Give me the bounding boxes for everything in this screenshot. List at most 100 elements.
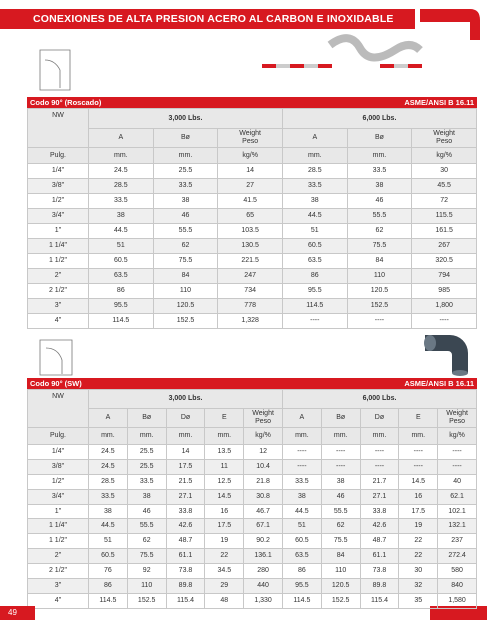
cell: 110: [126, 578, 167, 594]
cell: 84: [320, 548, 361, 565]
unit-cell: mm.: [152, 147, 219, 164]
cell: 25.5: [126, 458, 167, 475]
unit-cell: mm.: [204, 427, 245, 445]
cell: 75.5: [346, 238, 413, 254]
cell: 24.5: [88, 444, 128, 460]
column-header: Weight Peso: [243, 408, 283, 428]
header-row: NW 3,000 Lbs. 6,000 Lbs.: [27, 389, 478, 428]
cell: 130.5: [217, 238, 283, 254]
column-header: Dø: [359, 408, 400, 428]
cell: 62: [126, 533, 167, 550]
cell: 29: [204, 578, 245, 594]
cell: ----: [398, 444, 439, 460]
cell: 132.1: [437, 518, 477, 535]
cell: 28.5: [281, 163, 348, 179]
cell: 33.8: [165, 503, 206, 520]
cell: 734: [217, 283, 283, 299]
size-cell: 1/2": [27, 193, 89, 209]
data-row: 1 1/4" 44.5 55.5 42.6 17.5 67.1 51 62 42.6 19 132.…: [27, 518, 477, 535]
cell: 25.5: [126, 444, 167, 460]
nw-header: NW: [27, 389, 89, 428]
size-cell: 3/8": [27, 458, 89, 475]
size-cell: 4": [27, 313, 89, 329]
pressure-header: 3,000 Lbs.: [88, 108, 283, 129]
data-row: 3/4" 38 46 65 44.5 55.5 115.5: [27, 208, 477, 224]
column-header: A: [281, 408, 322, 428]
cell: 86: [281, 563, 322, 580]
cell: 22: [398, 548, 439, 565]
cell: 152.5: [126, 592, 167, 609]
cell: 95.5: [281, 578, 322, 594]
table-title: Codo 90° (Roscado): [30, 98, 102, 107]
unit-cell: kg/%: [437, 427, 477, 445]
cell: 44.5: [281, 208, 348, 224]
cell: ----: [437, 444, 477, 460]
cell: 114.5: [281, 298, 348, 314]
unit-cell: kg/%: [243, 427, 283, 445]
cell: 14: [217, 163, 283, 179]
cell: 38: [126, 488, 167, 505]
cell: 12: [243, 444, 283, 460]
size-cell: 3/4": [27, 208, 89, 224]
cell: 114.5: [281, 592, 322, 609]
nw-header: NW: [27, 108, 89, 148]
table: NW 3,000 Lbs. 6,000 Lbs. A Bø Weight Peso A Bø W…: [27, 108, 478, 329]
column-header: Weight Peso: [411, 128, 477, 148]
cell: 55.5: [320, 503, 361, 520]
table-section: Codo 90° (SW) ASME/ANSI B 16.11 NW 3,000 Lb…: [27, 378, 478, 609]
cell: 33.5: [281, 473, 322, 490]
cell: 44.5: [88, 223, 154, 239]
size-cell: 1/4": [27, 444, 89, 460]
data-row: 1" 44.5 55.5 103.5 51 62 161.5: [27, 223, 477, 239]
unit-cell: mm.: [281, 147, 348, 164]
size-cell: 2 1/2": [27, 283, 89, 299]
table-section: Codo 90° (Roscado) ASME/ANSI B 16.11 NW 3,0…: [27, 97, 478, 329]
unit-cell: kg/%: [411, 147, 477, 164]
cell: 280: [243, 563, 283, 580]
cell: ----: [411, 313, 477, 329]
cell: 90.2: [243, 533, 283, 550]
pressure-header: 3,000 Lbs.: [88, 389, 283, 409]
cell: 38: [281, 488, 322, 505]
cell: ----: [320, 458, 361, 475]
size-cell: 1": [27, 503, 89, 520]
cell: 40: [437, 473, 477, 490]
cell: 33.5: [346, 163, 413, 179]
data-row: 1/4" 24.5 25.5 14 28.5 33.5 30: [27, 163, 477, 179]
cell: 45.5: [411, 178, 477, 194]
cell: 161.5: [411, 223, 477, 239]
data-row: 2 1/2" 86 110 734 95.5 120.5 985: [27, 283, 477, 299]
cell: 86: [88, 578, 128, 594]
cell: 51: [88, 533, 128, 550]
table: NW 3,000 Lbs. 6,000 Lbs. A Bø Dø E Weight Peso A…: [27, 389, 478, 609]
data-row: 1 1/2" 60.5 75.5 221.5 63.5 84 320.5: [27, 253, 477, 269]
cell: 38: [152, 193, 219, 209]
cell: 115.5: [411, 208, 477, 224]
cell: 55.5: [126, 518, 167, 535]
cell: 38: [281, 193, 348, 209]
cell: 44.5: [88, 518, 128, 535]
cell: 75.5: [152, 253, 219, 269]
data-row: 1/2" 33.5 38 41.5 38 46 72: [27, 193, 477, 209]
table-standard: ASME/ANSI B 16.11: [404, 379, 474, 388]
cell: 51: [88, 238, 154, 254]
unit-cell: mm.: [281, 427, 322, 445]
cell: 48: [204, 592, 245, 609]
cell: 41.5: [217, 193, 283, 209]
size-cell: 1 1/4": [27, 518, 89, 535]
unit-row: Pulg. mm. mm. kg/% mm. mm. kg/%: [27, 147, 477, 164]
cell: 38: [346, 178, 413, 194]
cell: 63.5: [281, 548, 322, 565]
size-cell: 3": [27, 298, 89, 314]
header-row: A Bø Weight Peso A Bø Weight Peso: [28, 128, 477, 148]
cell: 65: [217, 208, 283, 224]
cell: 152.5: [320, 592, 361, 609]
cell: 62: [152, 238, 219, 254]
cell: 120.5: [152, 298, 219, 314]
column-header: Bø: [346, 128, 413, 148]
cell: 21.5: [165, 473, 206, 490]
cell: 440: [243, 578, 283, 594]
cell: 17.5: [204, 518, 245, 535]
cell: 30: [398, 563, 439, 580]
cell: ----: [281, 313, 348, 329]
